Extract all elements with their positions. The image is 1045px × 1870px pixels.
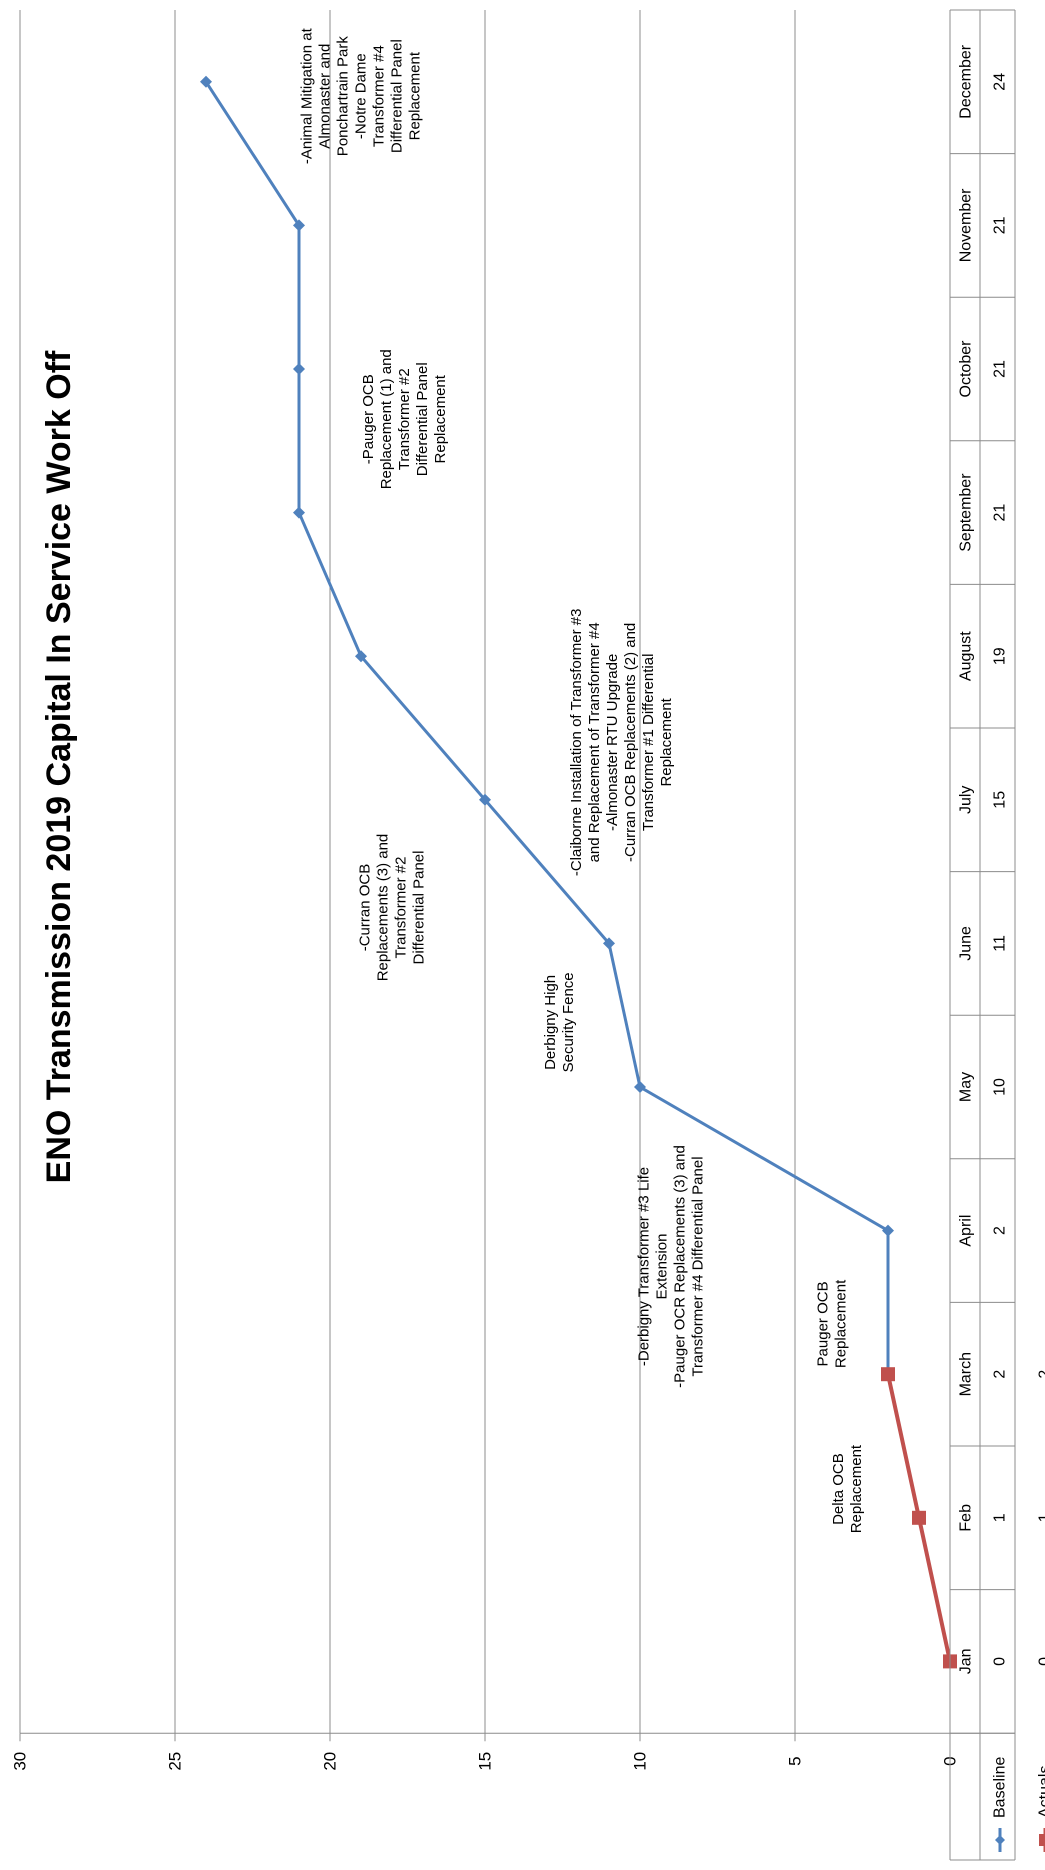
annotation-line: Transformer #4 Differential Panel bbox=[690, 1156, 707, 1376]
table-cell-baseline: 21 bbox=[992, 216, 1009, 234]
table-cell-baseline: 15 bbox=[992, 791, 1009, 809]
annotation-line: Replacement bbox=[833, 1279, 850, 1368]
series-actuals bbox=[881, 1367, 957, 1669]
y-tick-label: 20 bbox=[321, 1752, 340, 1771]
annotation-line: Extension bbox=[654, 1234, 671, 1300]
y-tick-label: 10 bbox=[631, 1752, 650, 1771]
table-cell-baseline: 21 bbox=[992, 504, 1009, 522]
table-cell-baseline: 2 bbox=[992, 1226, 1009, 1235]
y-tick-label: 30 bbox=[11, 1752, 30, 1771]
table-cell-baseline: 2 bbox=[992, 1370, 1009, 1379]
category-label: August bbox=[958, 631, 975, 681]
table-cell-baseline: 10 bbox=[992, 1078, 1009, 1096]
baseline-point bbox=[479, 793, 491, 806]
annotation: -Curran OCB Replacements (3) and Transform… bbox=[357, 834, 428, 982]
annotation-line: -Pauger OCB bbox=[360, 374, 377, 464]
annotation: Delta OCB Replacement bbox=[830, 1444, 865, 1533]
category-label: March bbox=[958, 1352, 975, 1396]
annotation-line: -Curran OCB bbox=[357, 864, 374, 952]
table-cell-actuals: 0 bbox=[1037, 1657, 1045, 1666]
actuals-point bbox=[881, 1367, 895, 1382]
table-cell-baseline: 11 bbox=[992, 935, 1009, 952]
annotation-line: Replacement bbox=[848, 1444, 865, 1533]
annotation-line: Differential Panel bbox=[414, 362, 431, 476]
annotation-line: Security Fence bbox=[560, 972, 577, 1072]
table-cell-baseline: 19 bbox=[992, 647, 1009, 665]
data-table: Jan Feb March April May June July August Septemb… bbox=[949, 9, 1045, 1861]
category-label: November bbox=[958, 188, 975, 262]
category-label: May bbox=[958, 1072, 975, 1102]
annotation-line: Almonaster and bbox=[317, 44, 334, 149]
annotation-line: -Curran OCB Replacements (2) and bbox=[622, 623, 639, 862]
annotation-line: Differential Panel bbox=[411, 851, 428, 965]
category-label: Jan bbox=[958, 1649, 975, 1675]
gridlines bbox=[19, 10, 796, 1734]
baseline-point bbox=[293, 363, 305, 375]
category-label: June bbox=[958, 926, 975, 961]
annotation-line: Replacements (3) and bbox=[375, 834, 392, 982]
legend-diamond-icon bbox=[995, 1835, 1005, 1845]
category-label: July bbox=[958, 786, 975, 814]
annotation-line: -Animal Mitigation at bbox=[299, 27, 316, 164]
baseline-point bbox=[293, 506, 305, 519]
category-label: December bbox=[958, 44, 975, 118]
annotation-line: Replacement bbox=[658, 697, 675, 786]
table-cell-baseline: 1 bbox=[992, 1513, 1009, 1522]
annotation-line: Replacement (1) and bbox=[378, 349, 395, 489]
annotation: -Pauger OCB Replacement (1) and Transforme… bbox=[360, 349, 449, 489]
table-cell-actuals: 2 bbox=[1037, 1370, 1045, 1379]
annotation-line: and Replacement of Transformer #4 bbox=[586, 622, 603, 862]
annotation: -Claiborne Installation of Transformer #… bbox=[568, 609, 675, 877]
annotation-line: Transformer #2 bbox=[393, 857, 410, 959]
legend-label: Actuals bbox=[1037, 1766, 1045, 1818]
baseline-point bbox=[293, 219, 305, 232]
table-cell-actuals: 1 bbox=[1037, 1513, 1045, 1522]
actuals-point bbox=[912, 1510, 926, 1525]
annotation-line: Replacement bbox=[407, 51, 424, 140]
annotation-line: -Derbigny Transformer #3 Life bbox=[636, 1167, 653, 1366]
category-label: September bbox=[958, 473, 975, 552]
annotation-line: -Pauger OCR Replacements (3) and bbox=[672, 1145, 689, 1388]
chart-title: ENO Transmission 2019 Capital In Service… bbox=[40, 350, 78, 1183]
table-cell-baseline: 21 bbox=[992, 360, 1009, 378]
annotation-line: Derbigny High bbox=[542, 975, 559, 1070]
legend-square-icon bbox=[1039, 1834, 1045, 1846]
category-label: October bbox=[958, 340, 975, 398]
series-layer bbox=[200, 75, 957, 1669]
baseline-point bbox=[634, 1081, 646, 1093]
baseline-point bbox=[882, 1224, 894, 1237]
baseline-point bbox=[355, 650, 367, 663]
annotation-line: -Almonaster RTU Upgrade bbox=[604, 654, 621, 831]
annotation-line: -Notre Dame bbox=[353, 53, 370, 139]
annotation-line: Replacement bbox=[432, 374, 449, 463]
legend-label: Baseline bbox=[992, 1757, 1009, 1818]
annotation-line: Transformer #2 bbox=[396, 368, 413, 470]
y-tick-label: 25 bbox=[166, 1752, 185, 1771]
table-cell-baseline: 24 bbox=[992, 73, 1009, 91]
annotation: Derbigny High Security Fence bbox=[542, 972, 577, 1072]
baseline-point bbox=[200, 75, 212, 88]
annotation-line: -Claiborne Installation of Transformer #… bbox=[568, 609, 585, 877]
annotation-line: Delta OCB bbox=[830, 1453, 847, 1525]
annotation-line: Transformer #4 bbox=[371, 45, 388, 147]
category-label: Feb bbox=[958, 1504, 975, 1532]
annotation: -Animal Mitigation at Almonaster and Ponch… bbox=[299, 27, 424, 164]
annotation: -Derbigny Transformer #3 Life Extension -P… bbox=[636, 1145, 707, 1388]
baseline-point bbox=[603, 937, 615, 950]
table-cell-baseline: 0 bbox=[992, 1657, 1009, 1666]
category-label: April bbox=[958, 1215, 975, 1247]
y-tick-label: 15 bbox=[476, 1752, 495, 1771]
y-tick-label: 5 bbox=[786, 1756, 805, 1765]
annotation: Pauger OCB Replacement bbox=[815, 1279, 850, 1368]
annotation-line: Differential Panel bbox=[389, 39, 406, 153]
annotation-line: Pauger OCB bbox=[815, 1281, 832, 1366]
annotation-line: Ponchartrain Park bbox=[335, 36, 352, 157]
annotation-line: Transformer #1 Differential bbox=[640, 654, 657, 832]
